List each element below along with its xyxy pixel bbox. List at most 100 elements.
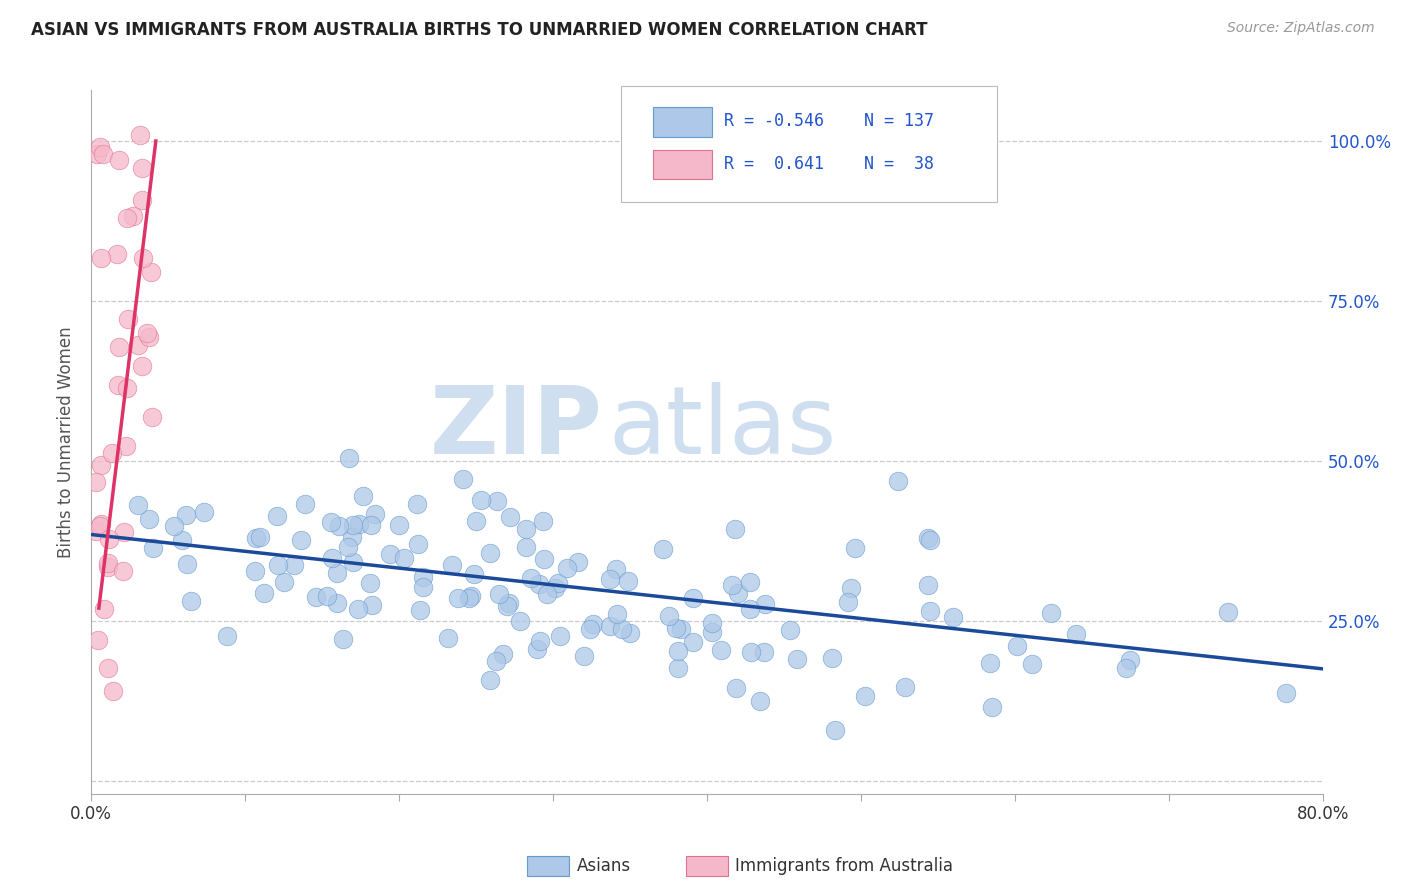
- Point: [515, 522, 537, 536]
- Point: [749, 694, 772, 708]
- Point: [132, 252, 155, 266]
- Point: [97, 661, 120, 675]
- Point: [101, 683, 124, 698]
- Point: [918, 533, 941, 547]
- Point: [176, 557, 198, 571]
- Point: [720, 578, 742, 592]
- Point: [93, 602, 115, 616]
- Point: [529, 633, 551, 648]
- Point: [89, 519, 111, 533]
- Point: [141, 265, 163, 279]
- Point: [131, 161, 153, 175]
- Point: [266, 558, 288, 572]
- Point: [533, 551, 555, 566]
- Point: [170, 533, 193, 548]
- Point: [567, 555, 589, 569]
- Text: atlas: atlas: [609, 382, 837, 474]
- Text: R =  0.641    N =  38: R = 0.641 N = 38: [724, 154, 935, 173]
- Point: [180, 594, 202, 608]
- Point: [101, 446, 124, 460]
- Point: [820, 650, 842, 665]
- Point: [342, 517, 364, 532]
- Text: Source: ZipAtlas.com: Source: ZipAtlas.com: [1227, 21, 1375, 36]
- Point: [498, 596, 520, 610]
- Point: [412, 580, 434, 594]
- Point: [980, 699, 1002, 714]
- Point: [666, 643, 689, 657]
- Point: [920, 604, 942, 618]
- Point: [163, 519, 186, 533]
- Point: [752, 645, 775, 659]
- Point: [572, 649, 595, 664]
- Point: [114, 439, 136, 453]
- Point: [664, 621, 686, 635]
- Point: [253, 585, 276, 599]
- Point: [979, 656, 1001, 670]
- Point: [193, 505, 215, 519]
- Point: [273, 575, 295, 590]
- Point: [90, 251, 112, 265]
- Point: [548, 628, 571, 642]
- Point: [484, 654, 506, 668]
- Point: [290, 533, 312, 548]
- Point: [1066, 626, 1088, 640]
- Point: [463, 567, 485, 582]
- Point: [326, 566, 349, 580]
- Point: [486, 494, 509, 508]
- Point: [738, 574, 761, 589]
- Point: [740, 601, 762, 615]
- Point: [531, 514, 554, 528]
- Point: [321, 550, 343, 565]
- Point: [547, 576, 569, 591]
- Point: [90, 458, 112, 472]
- Point: [740, 644, 762, 658]
- Point: [325, 596, 347, 610]
- Point: [460, 589, 482, 603]
- Text: ASIAN VS IMMIGRANTS FROM AUSTRALIA BIRTHS TO UNMARRIED WOMEN CORRELATION CHART: ASIAN VS IMMIGRANTS FROM AUSTRALIA BIRTH…: [31, 21, 928, 39]
- Point: [336, 540, 359, 554]
- Point: [266, 509, 288, 524]
- Point: [321, 516, 343, 530]
- Point: [245, 531, 267, 545]
- Point: [360, 518, 382, 533]
- Point: [887, 474, 910, 488]
- Point: [98, 532, 121, 546]
- Text: Immigrants from Australia: Immigrants from Australia: [735, 857, 953, 875]
- Point: [839, 581, 862, 595]
- Point: [408, 603, 430, 617]
- Point: [479, 546, 502, 560]
- Point: [495, 599, 517, 614]
- Point: [779, 623, 801, 637]
- Point: [117, 381, 139, 395]
- Point: [441, 558, 464, 572]
- Point: [111, 564, 134, 578]
- Point: [1218, 605, 1240, 619]
- Point: [127, 498, 149, 512]
- Point: [87, 632, 110, 647]
- Point: [515, 540, 537, 554]
- Point: [352, 489, 374, 503]
- Point: [723, 522, 745, 536]
- Point: [555, 561, 578, 575]
- Point: [543, 581, 565, 595]
- Point: [347, 516, 370, 531]
- Point: [105, 247, 128, 261]
- Point: [131, 194, 153, 208]
- Point: [112, 524, 135, 539]
- Point: [141, 410, 163, 425]
- Point: [1021, 657, 1043, 672]
- Point: [1115, 661, 1137, 675]
- Text: Asians: Asians: [576, 857, 630, 875]
- Point: [217, 629, 239, 643]
- FancyBboxPatch shape: [652, 107, 711, 137]
- Point: [605, 562, 627, 576]
- Point: [342, 555, 364, 569]
- Point: [304, 591, 326, 605]
- Point: [97, 556, 120, 570]
- Point: [658, 609, 681, 624]
- Point: [127, 338, 149, 352]
- Point: [412, 569, 434, 583]
- Point: [89, 140, 111, 154]
- Point: [332, 632, 354, 646]
- Point: [107, 378, 129, 392]
